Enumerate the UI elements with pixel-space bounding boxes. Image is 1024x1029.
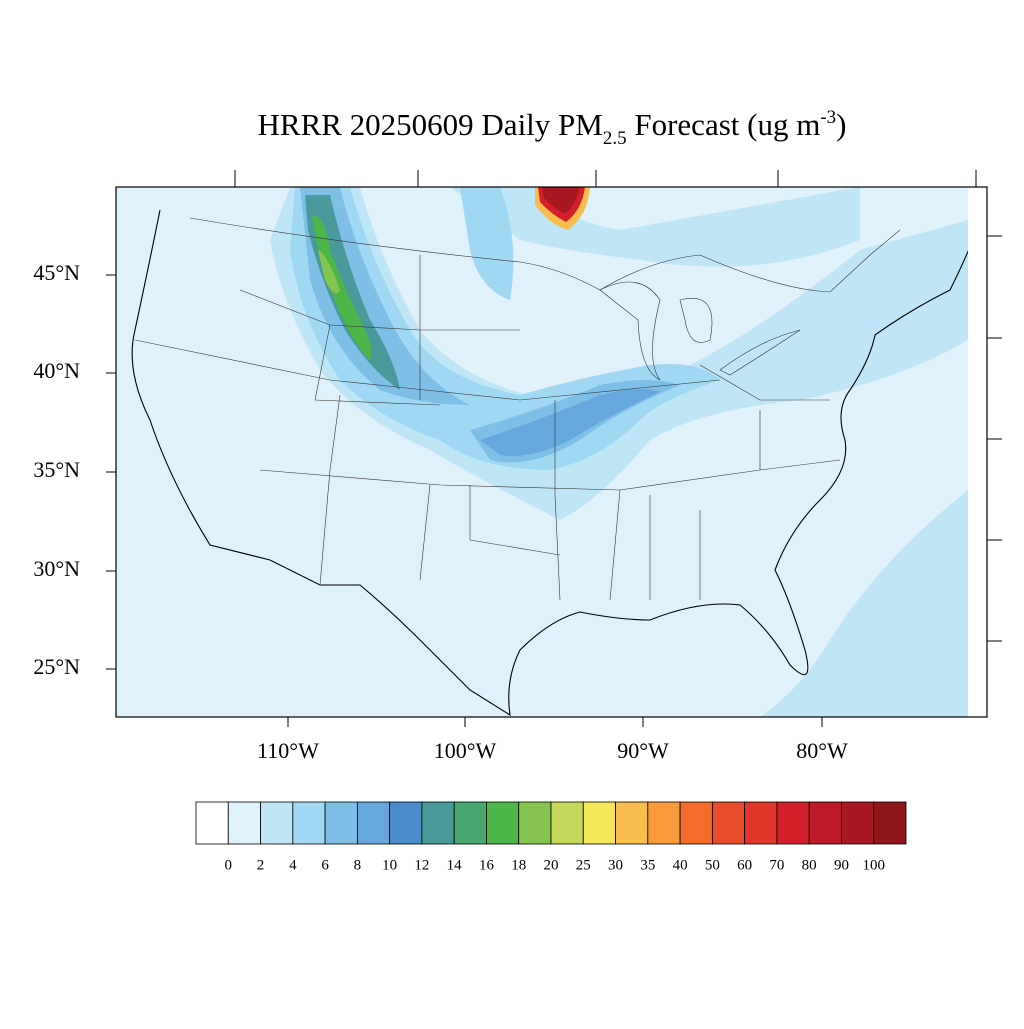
- title-superscript: -3: [820, 107, 836, 128]
- longitude-label: 80°W: [796, 738, 848, 763]
- colorbar-box: [324, 801, 358, 845]
- longitude-label: 100°W: [434, 738, 497, 763]
- longitude-label: 110°W: [257, 738, 319, 763]
- smoke-area: [760, 490, 968, 717]
- colorbar-label: 20: [544, 857, 559, 873]
- colorbar-label: 40: [673, 857, 688, 873]
- colorbar-box: [776, 801, 810, 845]
- colorbar-label: 18: [511, 857, 526, 873]
- smoke-area: [300, 187, 470, 405]
- colorbar-label: 35: [640, 857, 655, 873]
- colorbar-label: 12: [414, 857, 429, 873]
- colorbar-label: 25: [576, 857, 591, 873]
- colorbar-box: [808, 801, 842, 845]
- latitude-label: 30°N: [33, 556, 80, 581]
- colorbar-label: 4: [289, 857, 297, 873]
- colorbar-label: 70: [769, 857, 784, 873]
- smoke-area: [318, 250, 340, 294]
- border: [189, 217, 901, 293]
- colorbar-box: [518, 801, 552, 845]
- colorbar-box: [582, 801, 616, 845]
- colorbar-box: [679, 801, 713, 845]
- smoke-area: [542, 187, 580, 214]
- colorbar-box: [292, 801, 326, 845]
- colorbar-label: 16: [479, 857, 495, 873]
- coastline: [131, 209, 968, 717]
- smoke-area: [460, 187, 514, 300]
- colorbar-label: 2: [257, 857, 265, 873]
- title-text: HRRR 20250609 Daily PM: [258, 107, 603, 142]
- title-text: Forecast (ug m: [627, 107, 821, 142]
- latitude-label: 40°N: [33, 358, 80, 383]
- title-subscript: 2.5: [603, 128, 627, 149]
- latitude-label: 25°N: [33, 654, 80, 679]
- colorbar-box: [260, 801, 294, 845]
- border: [134, 255, 841, 601]
- smoke-area: [312, 215, 372, 360]
- colorbar-box: [647, 801, 681, 845]
- colorbar-label: 30: [608, 857, 623, 873]
- colorbar-box: [711, 801, 746, 845]
- colorbar-label: 100: [862, 857, 885, 873]
- colorbar-box: [195, 801, 229, 845]
- colorbar-label: 60: [737, 857, 752, 873]
- colorbar-label: 6: [321, 857, 329, 873]
- colorbar-box: [389, 801, 423, 845]
- colorbar-label: 14: [447, 857, 463, 873]
- colorbar-box: [227, 801, 261, 845]
- colorbar-label: 8: [354, 857, 362, 873]
- colorbar-box: [356, 801, 391, 845]
- title-text: ): [836, 107, 846, 142]
- colorbar: 0 2 4 6 8 10 12 14 16 18 20 25 30 35 40 50 60 70 80 90 100: [195, 801, 907, 873]
- colorbar-box: [615, 801, 649, 845]
- axis-ticks: 45°N 40°N 35°N 30°N 25°N 110°W 100°W 90°W 80°W: [33, 170, 1002, 763]
- colorbar-box: [550, 801, 584, 845]
- map-frame: [115, 186, 988, 718]
- colorbar-box: [744, 801, 778, 845]
- colorbar-label: 0: [225, 857, 233, 873]
- smoke-area: [480, 389, 660, 456]
- latitude-label: 35°N: [33, 457, 80, 482]
- colorbar-box: [421, 801, 455, 845]
- boundaries: [131, 209, 968, 717]
- colorbar-label: 80: [802, 857, 817, 873]
- colorbar-label: 10: [382, 857, 397, 873]
- great-lakes: [599, 281, 801, 381]
- colorbar-box: [873, 801, 907, 845]
- latitude-label: 45°N: [33, 260, 80, 285]
- smoke-field: [270, 187, 968, 717]
- colorbar-box: [841, 801, 875, 845]
- colorbar-label: 50: [705, 857, 720, 873]
- colorbar-box: [486, 801, 520, 845]
- title: HRRR 20250609 Daily PM2.5 Forecast (ug m…: [258, 107, 847, 149]
- longitude-label: 90°W: [617, 738, 669, 763]
- colorbar-box: [453, 801, 487, 845]
- map: [115, 186, 988, 718]
- colorbar-label: 90: [834, 857, 849, 873]
